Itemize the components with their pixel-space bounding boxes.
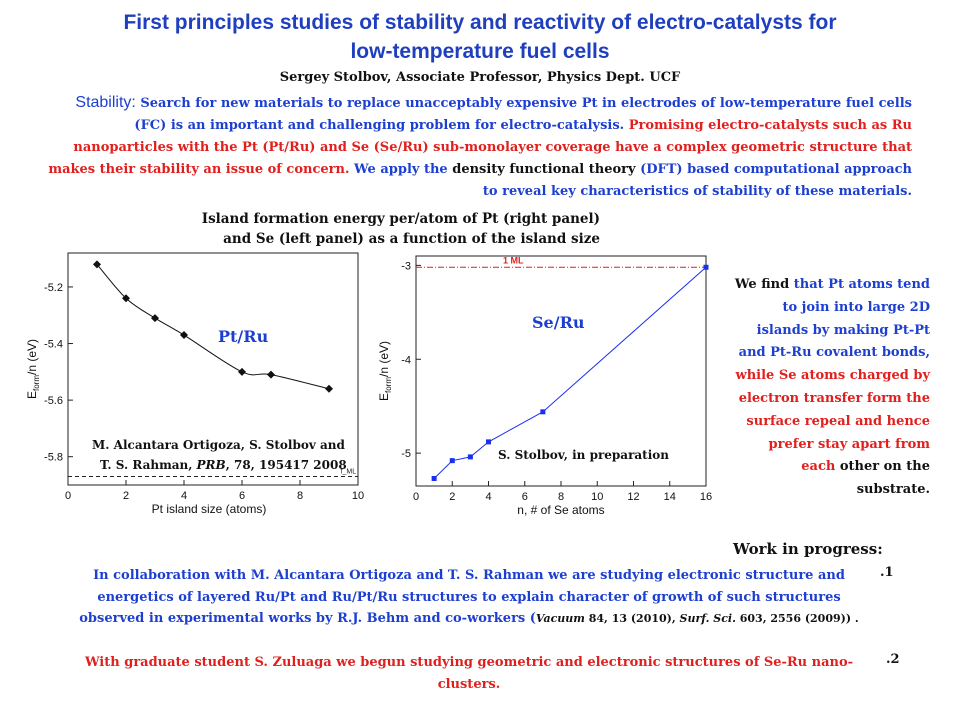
x-tick-label: 10	[352, 490, 364, 502]
work-item-2: With graduate student S. Zuluaga we begu…	[84, 655, 854, 692]
chart-pt-ru: 0 2 4 6 8 10 -5.2 -5.4 -5.6 -5.8 f_ML Pt/Ru M. Al…	[25, 252, 364, 516]
series-line-se	[433, 266, 707, 479]
y-tick-label: -5.8	[44, 452, 63, 464]
data-point	[431, 475, 437, 481]
stability-paragraph: Stability: Search for new materials to r…	[44, 92, 912, 203]
x-axis-label: Pt island size (atoms)	[152, 502, 267, 516]
y-axis-label: Eform/n (eV)	[25, 339, 41, 399]
item-1-number: .1	[880, 565, 894, 580]
x-tick-label: 6	[522, 491, 528, 503]
data-point	[238, 367, 246, 376]
stability-label: Stability:	[75, 94, 136, 111]
citation-journal: PRB	[195, 458, 225, 472]
y-label-rest: /n (eV)	[377, 341, 391, 377]
x-tick-label: 0	[413, 491, 419, 503]
x-tick-label: 10	[591, 491, 603, 503]
caption-line-1: Island formation energy per/atom of Pt (…	[201, 211, 600, 227]
title-line-1: First principles studies of stability an…	[123, 11, 837, 34]
stability-part1: Search for new materials to replace unac…	[134, 96, 912, 133]
y-label-e: E	[377, 393, 391, 401]
stability-part3a: We apply the	[354, 162, 448, 177]
title-line-2: low-temperature fuel cells	[350, 40, 610, 63]
x-tick-label: 4	[181, 490, 187, 502]
plot-frame	[67, 252, 359, 486]
x-axis-label: n, # of Se atoms	[517, 503, 604, 517]
y-label-sub: form	[384, 377, 393, 393]
y-tick-label: -3	[401, 260, 411, 272]
data-point	[325, 384, 333, 393]
figure-caption: Island formation energy per/atom of Pt (…	[160, 209, 600, 249]
work-in-progress-heading: Work in progress:	[733, 540, 883, 558]
data-point	[486, 439, 491, 445]
stability-part3c: (DFT) based computational approach to re…	[482, 162, 912, 199]
findings-p4: other on the substrate.	[839, 459, 930, 498]
ml-reference-label: 1 ML	[503, 255, 524, 265]
findings-p2: that Pt atoms tend to join into large 2D…	[738, 277, 930, 361]
y-label-sub: form	[32, 375, 41, 391]
x-tick-label: 0	[65, 490, 71, 502]
panel-label-se-ru: Se/Ru	[532, 313, 585, 332]
item-1-end: .	[851, 612, 859, 625]
citation-line-1: M. Alcantara Ortigoza, S. Stolbov and	[92, 438, 346, 452]
y-tick-label: -4	[401, 354, 411, 366]
citation-ref: , 78, 195417 2008	[226, 458, 347, 472]
work-item-1: In collaboration with M. Alcantara Ortig…	[66, 565, 872, 630]
x-tick-label: 16	[700, 491, 712, 503]
findings-paragraph: We find that Pt atoms tend to join into …	[730, 274, 930, 502]
panel-label-pt-ru: Pt/Ru	[218, 327, 269, 346]
item-1-ref-a: Vacuum	[535, 612, 585, 625]
item-1-ref-d: 603, 2556 (2009))	[735, 612, 852, 625]
y-tick-label: -5.4	[44, 339, 63, 351]
chart-se-ru: 0 2 4 6 8 10 12 14 16 -3 -4 -5 1 ML Se/Ru S. Stolbo…	[377, 255, 712, 517]
data-point	[540, 409, 546, 415]
page-title: First principles studies of stability an…	[40, 8, 920, 66]
y-label-rest: /n (eV)	[25, 339, 39, 375]
citation-se: S. Stolbov, in preparation	[498, 448, 669, 462]
y-tick-label: -5	[401, 448, 411, 460]
citation-line-2: T. S. Rahman, PRB, 78, 195417 2008	[100, 458, 347, 472]
item-2-number: .2	[886, 652, 900, 667]
y-axis-label: Eform/n (eV)	[377, 341, 393, 401]
x-tick-label: 6	[239, 490, 245, 502]
x-tick-label: 14	[664, 491, 676, 503]
data-point	[267, 370, 275, 379]
data-point	[122, 294, 130, 303]
plot-frame	[415, 255, 707, 487]
author-line: Sergey Stolbov, Associate Professor, Phy…	[279, 70, 681, 85]
findings-p1: We find	[734, 277, 790, 292]
caption-line-2: and Se (left panel) as a function of the…	[223, 231, 600, 247]
x-tick-label: 8	[297, 490, 303, 502]
citation-authors: T. S. Rahman,	[100, 458, 192, 472]
data-point	[93, 260, 101, 269]
data-point	[449, 458, 455, 464]
x-tick-label: 2	[449, 491, 455, 503]
y-tick-label: -5.2	[44, 282, 63, 294]
data-point	[703, 264, 709, 270]
data-point	[151, 314, 159, 323]
x-tick-label: 12	[627, 491, 639, 503]
ml-reference-label: f_ML	[341, 469, 357, 476]
item-1-text: In collaboration with M. Alcantara Ortig…	[79, 568, 845, 626]
item-1-ref-b: 84, 13 (2010),	[584, 612, 680, 625]
item-1-ref-c: Surf. Sci.	[679, 612, 736, 625]
stability-part3b: density functional theory	[452, 162, 636, 177]
data-point	[467, 454, 473, 460]
y-tick-label: -5.6	[44, 395, 63, 407]
x-tick-label: 2	[123, 490, 129, 502]
x-tick-label: 8	[558, 491, 564, 503]
findings-p3: while Se atoms charged by electron trans…	[735, 368, 930, 475]
y-label-e: E	[25, 391, 39, 399]
x-tick-label: 4	[485, 491, 491, 503]
stability-part2: Promising electro-catalysts such as Ru n…	[48, 118, 912, 177]
data-point	[180, 331, 188, 340]
